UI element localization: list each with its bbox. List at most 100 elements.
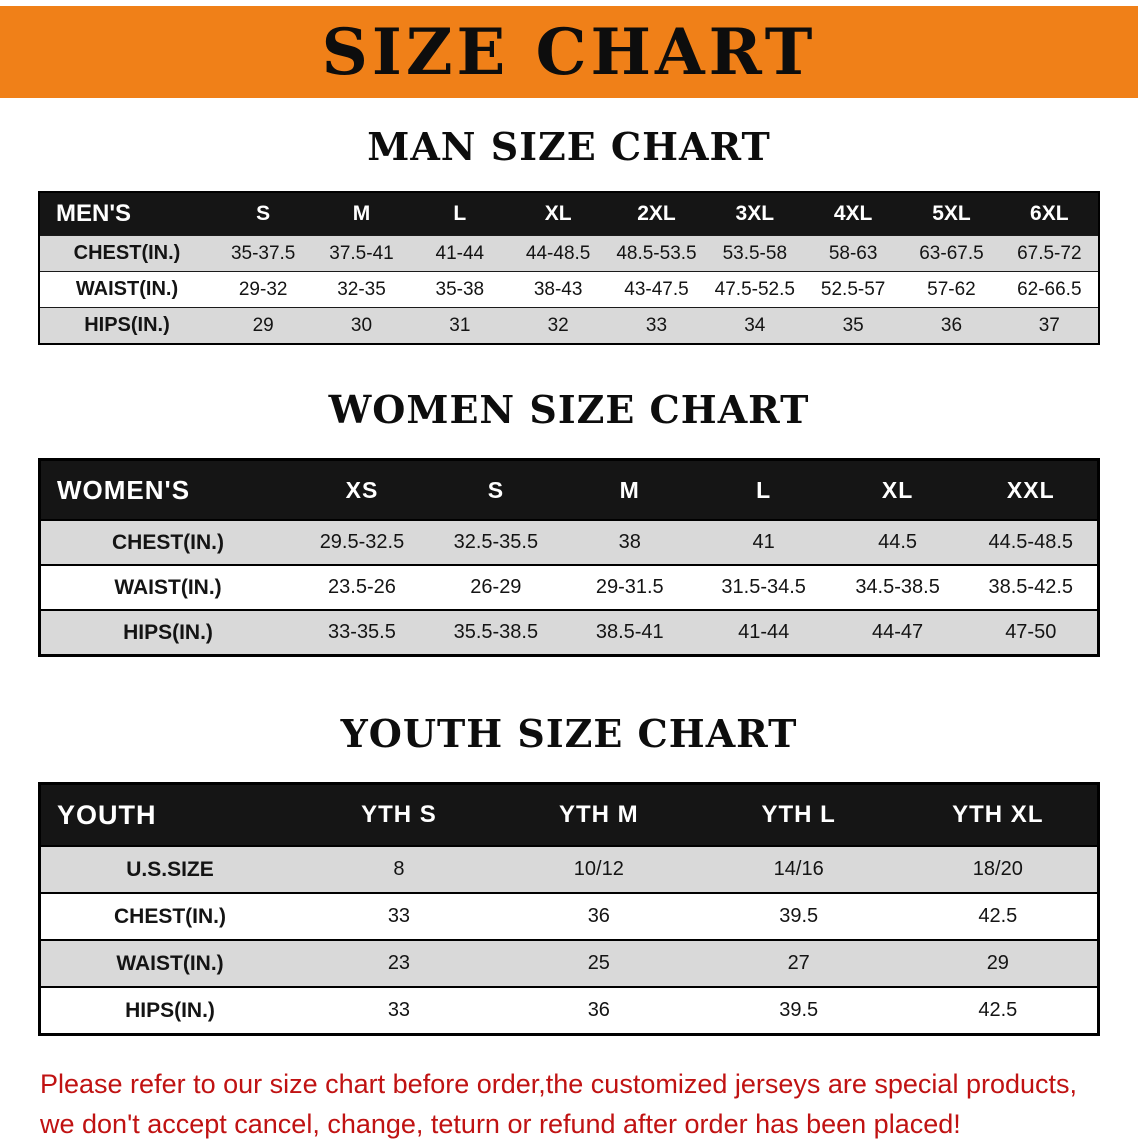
- table-row: U.S.SIZE 8 10/12 14/16 18/20: [39, 845, 1099, 893]
- size-value: 44.5-48.5: [964, 519, 1099, 565]
- size-value: 48.5-53.5: [607, 235, 706, 272]
- table-title-cell: MEN'S: [39, 192, 214, 236]
- size-value: 23: [299, 939, 499, 987]
- size-value: 42.5: [898, 892, 1099, 940]
- table-row: CHEST(IN.) 33 36 39.5 42.5: [39, 892, 1099, 940]
- row-label: U.S.SIZE: [39, 845, 299, 893]
- table-row: WAIST(IN.) 23 25 27 29: [39, 939, 1099, 987]
- header-row: WOMEN'S XS S M L XL XXL: [39, 459, 1099, 520]
- men-size-table: MEN'S S M L XL 2XL 3XL 4XL 5XL 6XL CHEST(IN.) 35-37…: [38, 191, 1100, 345]
- size-value: 25: [498, 939, 699, 987]
- section-youth: YOUTH SIZE CHART YOUTH YTH S YTH M YTH L YTH …: [0, 711, 1138, 1036]
- column-header: M: [312, 192, 411, 236]
- size-value: 38-43: [508, 271, 608, 308]
- size-value: 33: [607, 307, 706, 344]
- size-value: 38.5-41: [562, 609, 697, 656]
- size-value: 33: [299, 892, 499, 940]
- size-value: 44-48.5: [508, 235, 608, 272]
- column-header: L: [696, 459, 831, 520]
- row-label: CHEST(IN.): [39, 235, 214, 272]
- size-value: 38: [562, 519, 697, 565]
- section-women: WOMEN SIZE CHART WOMEN'S XS S M L XL XXL CHEST(I…: [0, 387, 1138, 657]
- column-header: 3XL: [705, 192, 804, 236]
- size-value: 31.5-34.5: [696, 564, 831, 610]
- size-value: 39.5: [698, 892, 899, 940]
- size-value: 34.5-38.5: [830, 564, 965, 610]
- size-value: 35.5-38.5: [428, 609, 563, 656]
- size-value: 33-35.5: [295, 609, 429, 656]
- section-men: MAN SIZE CHART MEN'S S M L XL 2XL 3XL 4XL 5XL 6XL C…: [0, 124, 1138, 345]
- column-header: S: [214, 192, 313, 236]
- size-chart-sections: MAN SIZE CHART MEN'S S M L XL 2XL 3XL 4XL 5XL 6XL C…: [0, 124, 1138, 1036]
- table-title-cell: YOUTH: [39, 783, 299, 846]
- size-value: 32-35: [312, 271, 411, 308]
- youth-size-table: YOUTH YTH S YTH M YTH L YTH XL U.S.SIZE 8 10/12…: [38, 782, 1100, 1036]
- row-label: WAIST(IN.): [39, 271, 214, 308]
- size-value: 41: [696, 519, 831, 565]
- size-value: 29.5-32.5: [295, 519, 429, 565]
- size-value: 26-29: [428, 564, 563, 610]
- size-value: 32.5-35.5: [428, 519, 563, 565]
- row-label: HIPS(IN.): [39, 986, 299, 1035]
- row-label: CHEST(IN.): [39, 892, 299, 940]
- size-value: 10/12: [498, 845, 699, 893]
- size-value: 35: [803, 307, 903, 344]
- table-row: WAIST(IN.) 23.5-26 26-29 29-31.5 31.5-34.5 34…: [39, 564, 1099, 610]
- column-header: YTH M: [498, 783, 699, 846]
- size-value: 30: [312, 307, 411, 344]
- size-value: 62-66.5: [1000, 271, 1099, 308]
- size-value: 36: [498, 986, 699, 1035]
- size-value: 23.5-26: [295, 564, 429, 610]
- size-value: 36: [498, 892, 699, 940]
- size-value: 31: [410, 307, 509, 344]
- size-value: 47.5-52.5: [705, 271, 804, 308]
- size-value: 29-31.5: [562, 564, 697, 610]
- column-header: YTH S: [299, 783, 499, 846]
- size-value: 34: [705, 307, 804, 344]
- size-value: 52.5-57: [803, 271, 903, 308]
- row-label: WAIST(IN.): [39, 564, 295, 610]
- size-value: 35-37.5: [214, 235, 313, 272]
- table-row: CHEST(IN.) 35-37.5 37.5-41 41-44 44-48.5 48.5…: [39, 235, 1099, 272]
- size-value: 33: [299, 986, 499, 1035]
- table-row: WAIST(IN.) 29-32 32-35 35-38 38-43 43-47.5 47.…: [39, 271, 1099, 308]
- row-label: HIPS(IN.): [39, 609, 295, 656]
- size-value: 32: [508, 307, 608, 344]
- youth-section-heading: YOUTH SIZE CHART: [340, 711, 798, 756]
- size-value: 67.5-72: [1000, 235, 1099, 272]
- column-header: 6XL: [1000, 192, 1099, 236]
- banner-title: SIZE CHART: [321, 14, 817, 90]
- men-section-heading: MAN SIZE CHART: [367, 124, 771, 169]
- header-row: MEN'S S M L XL 2XL 3XL 4XL 5XL 6XL: [39, 192, 1099, 236]
- column-header: 2XL: [607, 192, 706, 236]
- size-value: 63-67.5: [902, 235, 1001, 272]
- size-value: 36: [902, 307, 1001, 344]
- size-value: 37: [1000, 307, 1099, 344]
- size-value: 29: [898, 939, 1099, 987]
- size-value: 53.5-58: [705, 235, 804, 272]
- column-header: 5XL: [902, 192, 1001, 236]
- size-value: 38.5-42.5: [964, 564, 1099, 610]
- table-row: HIPS(IN.) 33-35.5 35.5-38.5 38.5-41 41-44 44-…: [39, 609, 1099, 656]
- size-value: 44-47: [830, 609, 965, 656]
- size-value: 29: [214, 307, 313, 344]
- women-section-heading: WOMEN SIZE CHART: [328, 387, 810, 432]
- size-value: 37.5-41: [312, 235, 411, 272]
- footer-line-2: we don't accept cancel, change, teturn o…: [40, 1109, 961, 1139]
- size-value: 47-50: [964, 609, 1099, 656]
- header-row: YOUTH YTH S YTH M YTH L YTH XL: [39, 783, 1099, 846]
- size-value: 8: [299, 845, 499, 893]
- column-header: XS: [295, 459, 429, 520]
- size-value: 27: [698, 939, 899, 987]
- row-label: HIPS(IN.): [39, 307, 214, 344]
- size-chart-banner: SIZE CHART: [0, 6, 1138, 98]
- column-header: L: [410, 192, 509, 236]
- row-label: CHEST(IN.): [39, 519, 295, 565]
- size-value: 43-47.5: [607, 271, 706, 308]
- table-title-cell: WOMEN'S: [39, 459, 295, 520]
- column-header: YTH XL: [898, 783, 1099, 846]
- column-header: XL: [508, 192, 608, 236]
- size-value: 44.5: [830, 519, 965, 565]
- column-header: XXL: [964, 459, 1099, 520]
- size-value: 29-32: [214, 271, 313, 308]
